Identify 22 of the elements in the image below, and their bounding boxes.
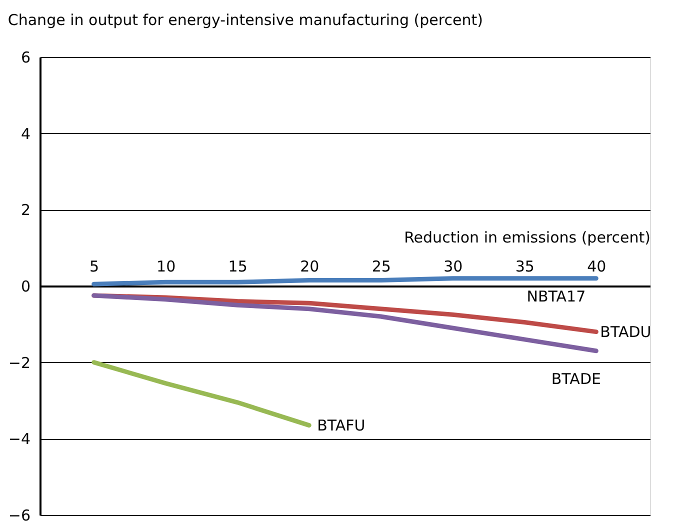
x-tick-label: 40 (587, 258, 606, 276)
y-tick-label: −2 (8, 354, 30, 372)
series-label: NBTA17 (526, 287, 586, 306)
x-tick-label: 35 (515, 258, 534, 276)
x-tick-label: 30 (444, 258, 463, 276)
series-label: BTADU (600, 322, 652, 341)
y-tick-label: −4 (8, 430, 30, 448)
x-axis-title: Reduction in emissions (percent) (404, 228, 650, 246)
y-tick-label: 6 (20, 48, 30, 66)
line-series (92, 360, 312, 428)
chart-title: Change in output for energy-intensive manufacturing (percent) (8, 11, 483, 29)
y-tick-label: 0 (20, 278, 30, 296)
y-tick-label: 2 (20, 201, 30, 220)
x-tick-label: 5 (90, 258, 100, 276)
x-tick-label: 15 (228, 258, 248, 276)
series-label: BTAFU (317, 416, 366, 434)
x-tick-label: 25 (372, 258, 391, 276)
y-tick-label: 4 (20, 124, 30, 143)
series-label: BTADE (551, 370, 601, 388)
y-tick-label: −6 (8, 506, 30, 524)
x-tick-label: 10 (156, 258, 176, 276)
x-tick-label: 20 (300, 258, 320, 276)
